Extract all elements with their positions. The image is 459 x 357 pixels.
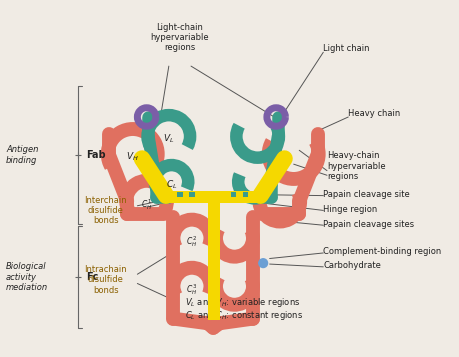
Text: Light-chain
hypervariable
regions: Light-chain hypervariable regions (151, 22, 209, 52)
Text: $C_H^1$: $C_H^1$ (141, 197, 152, 212)
Text: Light chain: Light chain (323, 44, 370, 53)
Text: $C_L$: $C_L$ (166, 178, 177, 191)
Bar (166, 191, 260, 203)
Text: $V_L$ and $V_H$: variable regions: $V_L$ and $V_H$: variable regions (185, 296, 300, 310)
Text: Complement-binding region: Complement-binding region (323, 247, 442, 256)
Text: Biological
activity
mediation: Biological activity mediation (6, 262, 48, 292)
Text: Hinge region: Hinge region (323, 205, 378, 214)
Text: $V_L$: $V_L$ (163, 133, 174, 145)
Text: $C_L$ and $C_H$: constant regions: $C_L$ and $C_H$: constant regions (185, 310, 302, 322)
Text: Heavy chain: Heavy chain (348, 109, 401, 118)
Circle shape (258, 258, 268, 268)
Bar (177, 192, 183, 197)
Text: Interchain
disulfide
bonds: Interchain disulfide bonds (84, 196, 127, 225)
Text: Papain cleavage sites: Papain cleavage sites (323, 220, 414, 229)
Bar (231, 192, 236, 197)
Text: Carbohydrate: Carbohydrate (323, 261, 381, 270)
Text: Antigen
binding: Antigen binding (6, 145, 39, 165)
Text: Heavy-chain
hypervariable
regions: Heavy-chain hypervariable regions (327, 151, 386, 181)
Text: $C_H^3$: $C_H^3$ (186, 282, 197, 297)
Text: $V_H$: $V_H$ (126, 151, 139, 163)
Text: Intrachain
disulfide
bonds: Intrachain disulfide bonds (84, 265, 127, 295)
Text: $C_H^2$: $C_H^2$ (186, 235, 197, 249)
Text: Fab: Fab (86, 150, 106, 160)
Bar (243, 192, 248, 197)
Text: Fc: Fc (86, 272, 99, 282)
Text: Papain cleavage site: Papain cleavage site (323, 190, 410, 199)
Bar (189, 192, 195, 197)
Bar (207, 192, 220, 320)
